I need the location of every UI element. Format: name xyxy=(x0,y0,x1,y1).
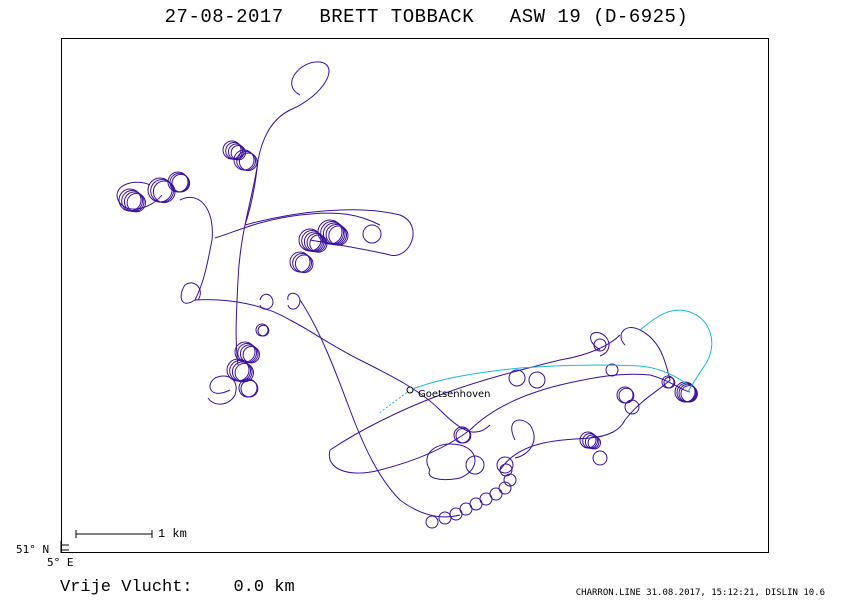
thermal-circle xyxy=(294,254,314,274)
scale-bar xyxy=(75,530,153,538)
longitude-label: 5° E xyxy=(47,556,74,569)
distance-label: Vrije Vlucht: xyxy=(60,578,193,597)
thermal-circle xyxy=(257,324,270,337)
distance-summary: Vrije Vlucht: 0.0 km xyxy=(60,578,295,597)
thermal-circle xyxy=(362,224,382,244)
thermal-circle xyxy=(171,173,191,193)
thermal-circle xyxy=(242,346,261,364)
distance-value: 0.0 km xyxy=(233,578,295,597)
thermal-circle xyxy=(605,363,619,377)
thermal-circle xyxy=(498,481,512,495)
scale-label: 1 km xyxy=(158,527,187,541)
thermal-circle xyxy=(240,379,259,398)
thermal-circle xyxy=(624,399,640,415)
thermal-circle xyxy=(508,369,526,387)
thermal-circle xyxy=(593,338,607,352)
latitude-label: 51° N xyxy=(16,543,50,556)
thermal-circle xyxy=(499,463,513,477)
place-label-goetsenhoven: Goetsenhoven xyxy=(418,389,491,400)
thermal-circle xyxy=(465,455,485,475)
thermal-circle xyxy=(438,511,452,525)
thermal-circle xyxy=(126,193,147,213)
thermal-circle xyxy=(680,385,698,403)
thermal-circle xyxy=(663,376,676,389)
thermal-circle xyxy=(618,387,635,404)
thermal-circle xyxy=(528,371,546,389)
frame-ticks xyxy=(60,541,69,553)
credit-line: CHARRON.LINE 31.08.2017, 15:12:21, DISLI… xyxy=(575,588,825,598)
thermal-circle xyxy=(489,487,503,501)
thermal-circle xyxy=(230,145,247,161)
flight-track xyxy=(116,61,691,518)
thermal-circle xyxy=(455,427,472,444)
thermal-circle xyxy=(592,450,608,466)
thermal-circles xyxy=(118,140,698,529)
map-frame xyxy=(61,38,769,553)
thermal-circle xyxy=(238,152,258,172)
thermal-circle xyxy=(587,436,601,450)
flight-title: 27-08-2017 BRETT TOBBACK ASW 19 (D-6925) xyxy=(164,6,689,28)
thermal-circle xyxy=(425,515,439,529)
thermal-circle xyxy=(328,225,349,246)
final-glide-track xyxy=(377,309,713,415)
airfield-marker-icon xyxy=(406,386,414,394)
thermal-circle xyxy=(496,456,514,474)
